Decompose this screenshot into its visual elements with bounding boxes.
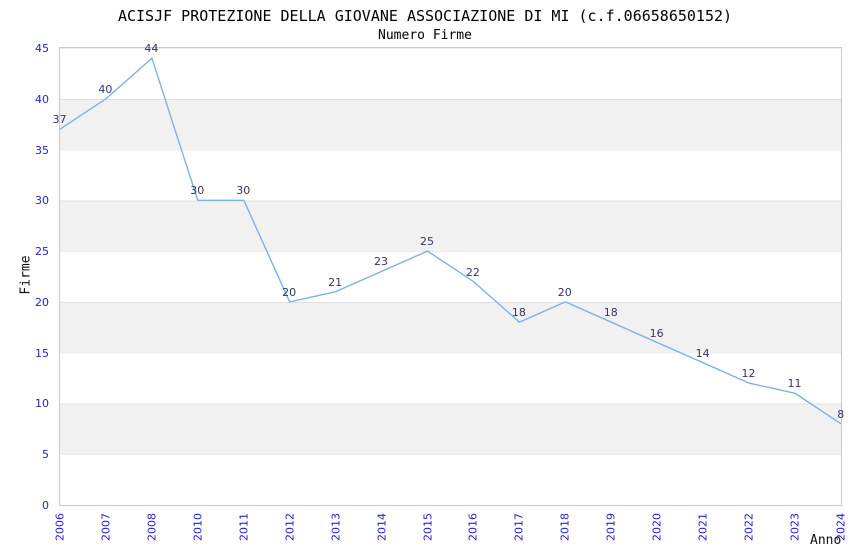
data-point-label: 22 xyxy=(465,265,480,279)
data-point-label: 14 xyxy=(695,346,710,360)
x-tick-label: 2023 xyxy=(788,513,802,541)
x-tick-label: 2008 xyxy=(145,513,159,541)
data-point-label: 18 xyxy=(603,306,618,320)
x-tick-label: 2006 xyxy=(53,513,67,541)
plot-area xyxy=(59,47,842,506)
x-tick-label: 2013 xyxy=(329,513,343,541)
data-point-label: 25 xyxy=(419,235,434,249)
x-tick-label: 2017 xyxy=(512,513,526,541)
y-tick-label: 0 xyxy=(42,499,49,512)
y-tick-label: 5 xyxy=(42,448,49,462)
y-tick-label: 30 xyxy=(35,194,49,208)
chart-title: ACISJF PROTEZIONE DELLA GIOVANE ASSOCIAZ… xyxy=(117,7,733,25)
x-tick-label: 2014 xyxy=(375,513,389,541)
data-point-label: 37 xyxy=(52,113,67,127)
x-axis-title: Anno xyxy=(810,533,842,548)
data-point-label: 12 xyxy=(741,367,756,381)
data-point-label: 18 xyxy=(511,306,526,320)
data-point-label: 30 xyxy=(236,184,251,198)
x-tick-label: 2020 xyxy=(650,513,664,541)
y-tick-label: 10 xyxy=(35,397,49,411)
data-point-label: 20 xyxy=(282,285,297,299)
data-point-label: 8 xyxy=(837,407,845,421)
data-point-label: 21 xyxy=(328,275,343,289)
y-tick-label: 40 xyxy=(35,92,49,106)
y-tick-label: 35 xyxy=(35,143,49,157)
data-point-label: 23 xyxy=(374,255,389,269)
x-tick-label: 2012 xyxy=(283,513,297,541)
data-point-label: 44 xyxy=(144,42,159,56)
data-point-label: 20 xyxy=(557,285,572,299)
y-tick-label: 15 xyxy=(35,346,49,360)
x-tick-label: 2022 xyxy=(742,513,756,541)
x-tick-label: 2021 xyxy=(696,513,710,541)
x-tick-label: 2016 xyxy=(466,513,480,541)
data-point-label: 11 xyxy=(787,377,802,391)
x-tick-label: 2018 xyxy=(558,513,572,541)
data-point-label: 30 xyxy=(190,184,205,198)
x-tick-label: 2010 xyxy=(191,513,205,541)
y-tick-label: 45 xyxy=(35,42,49,55)
x-tick-label: 2019 xyxy=(604,513,618,541)
x-tick-label: 2007 xyxy=(99,513,113,541)
y-tick-label: 20 xyxy=(35,295,49,309)
data-point-label: 40 xyxy=(98,82,113,96)
x-tick-label: 2011 xyxy=(237,513,251,541)
y-axis-title: Firme xyxy=(18,255,34,295)
data-point-label: 16 xyxy=(649,326,664,340)
x-tick-label: 2015 xyxy=(421,513,435,541)
y-tick-label: 25 xyxy=(35,245,49,259)
chart-subtitle: Numero Firme xyxy=(378,28,472,43)
